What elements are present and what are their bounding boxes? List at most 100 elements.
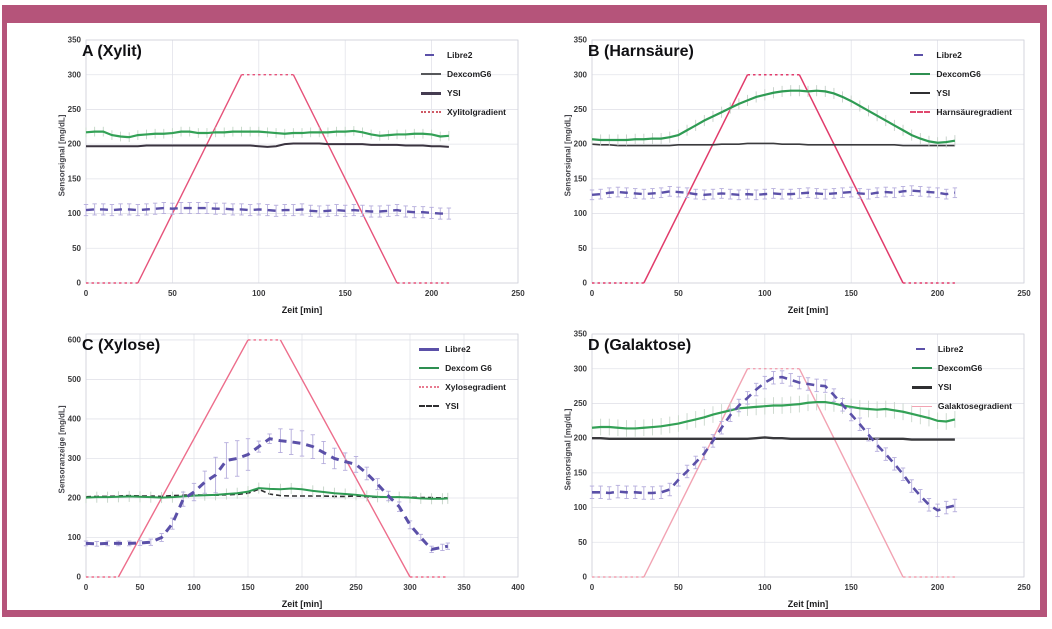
legend-label: Xylitolgradient (446, 107, 506, 117)
svg-text:0: 0 (84, 583, 89, 592)
svg-text:0: 0 (590, 583, 595, 592)
svg-text:150: 150 (574, 174, 588, 183)
line-swatch-icon (910, 92, 931, 94)
svg-text:0: 0 (77, 573, 82, 582)
svg-text:50: 50 (578, 244, 587, 253)
chart-galaktose-xlabel: Zeit [min] (787, 599, 829, 609)
chart-harnsaeure-legend: Libre2 DexcomG6 YSI Harnsäuregradient (910, 50, 1012, 126)
line-swatch-icon (419, 386, 440, 388)
line-swatch-icon (910, 73, 931, 75)
svg-text:50: 50 (674, 289, 683, 298)
chart-harnsaeure-title: B (Harnsäure) (588, 43, 694, 60)
legend-item: Xylosegradient (419, 382, 506, 392)
line-swatch-icon (419, 347, 440, 351)
svg-text:100: 100 (574, 503, 588, 512)
svg-text:50: 50 (578, 538, 587, 547)
svg-text:100: 100 (68, 209, 82, 218)
svg-text:150: 150 (574, 468, 588, 477)
svg-text:200: 200 (425, 289, 439, 298)
chart-xylit-legend: Libre2 DexcomG6 YSI Xylitolgradient (420, 50, 506, 126)
svg-text:350: 350 (574, 36, 588, 45)
svg-text:200: 200 (931, 289, 945, 298)
svg-text:150: 150 (339, 289, 353, 298)
chart-xylose-legend: Libre2 Dexcom G6 Xylosegradient YSI (419, 344, 506, 420)
line-swatch-icon (424, 54, 434, 56)
svg-text:200: 200 (931, 583, 945, 592)
chart-harnsaeure-canvas: 0 50 100 150 200 250 0 50 100 150 200 250 300 350 (574, 36, 1032, 298)
svg-text:200: 200 (68, 494, 82, 503)
line-swatch-icon (911, 385, 932, 389)
chart-galaktose-legend: Libre2 DexcomG6 YSI Galaktosegradient (911, 344, 1012, 420)
svg-text:100: 100 (758, 583, 772, 592)
svg-text:200: 200 (68, 140, 82, 149)
chart-galaktose-canvas: 0 50 100 150 200 250 0 50 100 150 200 250 300 350 (574, 330, 1032, 592)
svg-text:50: 50 (72, 244, 81, 253)
svg-text:400: 400 (68, 415, 82, 424)
svg-text:100: 100 (187, 583, 201, 592)
svg-text:300: 300 (68, 454, 82, 463)
legend-item: Libre2 (910, 50, 1012, 60)
chart-xylose-xlabel: Zeit [min] (281, 599, 323, 609)
line-swatch-icon (419, 367, 440, 369)
chart-panel-harnsaeure: 0 50 100 150 200 250 0 50 100 150 200 250 300 350 B (… (556, 30, 1036, 315)
svg-text:150: 150 (241, 583, 255, 592)
legend-label: YSI (937, 382, 952, 392)
svg-text:0: 0 (583, 279, 588, 288)
line-swatch-icon (420, 111, 441, 113)
svg-text:300: 300 (68, 70, 82, 79)
svg-text:250: 250 (574, 399, 588, 408)
line-swatch-icon (420, 73, 441, 75)
chart-harnsaeure-ylabel: Sensorsignal [mg/dL] (563, 114, 573, 196)
line-swatch-icon (911, 367, 932, 369)
svg-text:150: 150 (845, 583, 859, 592)
svg-text:50: 50 (168, 289, 177, 298)
svg-text:250: 250 (574, 105, 588, 114)
svg-text:200: 200 (295, 583, 309, 592)
svg-text:100: 100 (68, 533, 82, 542)
svg-text:350: 350 (68, 36, 82, 45)
legend-item: YSI (420, 88, 506, 98)
legend-item: Dexcom G6 (419, 363, 506, 373)
svg-text:150: 150 (845, 289, 859, 298)
svg-text:400: 400 (511, 583, 525, 592)
chart-xylit-xlabel: Zeit [min] (281, 305, 323, 315)
legend-item: DexcomG6 (911, 363, 1012, 373)
legend-label: Dexcom G6 (445, 363, 492, 373)
legend-item: YSI (419, 401, 506, 411)
legend-item: Libre2 (421, 50, 506, 60)
svg-text:500: 500 (68, 375, 82, 384)
chart-panel-xylit: 0 50 100 150 200 250 0 50 100 150 200 250 300 350 A (… (50, 30, 530, 315)
svg-text:600: 600 (68, 336, 82, 345)
legend-item: Harnsäuregradient (910, 107, 1012, 117)
line-swatch-icon (419, 405, 440, 407)
svg-text:100: 100 (252, 289, 266, 298)
svg-text:50: 50 (674, 583, 683, 592)
chart-xylit-title: A (Xylit) (82, 43, 142, 60)
svg-text:250: 250 (1017, 583, 1031, 592)
line-swatch-icon (910, 111, 931, 113)
chart-galaktose-title: D (Galaktose) (588, 337, 692, 354)
svg-text:300: 300 (403, 583, 417, 592)
chart-xylit-ylabel: Sensorsignal [mg/dL] (57, 114, 67, 196)
svg-text:350: 350 (574, 330, 588, 339)
chart-panel-xylose: 0 50 100 150 200 250 300 350 400 0 100 200 300 400 500… (50, 324, 530, 609)
chart-galaktose-ylabel: Sensorsignal [mg/dL] (563, 408, 573, 490)
legend-label: Libre2 (937, 344, 964, 354)
svg-text:200: 200 (574, 434, 588, 443)
legend-label: YSI (446, 88, 461, 98)
legend-label: Libre2 (446, 50, 473, 60)
legend-item: DexcomG6 (910, 69, 1012, 79)
legend-item: Libre2 (912, 344, 1012, 354)
svg-text:300: 300 (574, 70, 588, 79)
legend-label: Xylosegradient (445, 382, 506, 392)
line-swatch-icon (914, 54, 924, 56)
svg-text:250: 250 (1017, 289, 1031, 298)
svg-text:150: 150 (68, 174, 82, 183)
chart-xylose-canvas: 0 50 100 150 200 250 300 350 400 0 100 200 300 400 500… (68, 333, 525, 592)
svg-text:100: 100 (574, 209, 588, 218)
legend-label: Galaktosegradient (937, 401, 1012, 411)
legend-item: DexcomG6 (420, 69, 506, 79)
svg-text:0: 0 (84, 289, 89, 298)
svg-text:0: 0 (590, 289, 595, 298)
